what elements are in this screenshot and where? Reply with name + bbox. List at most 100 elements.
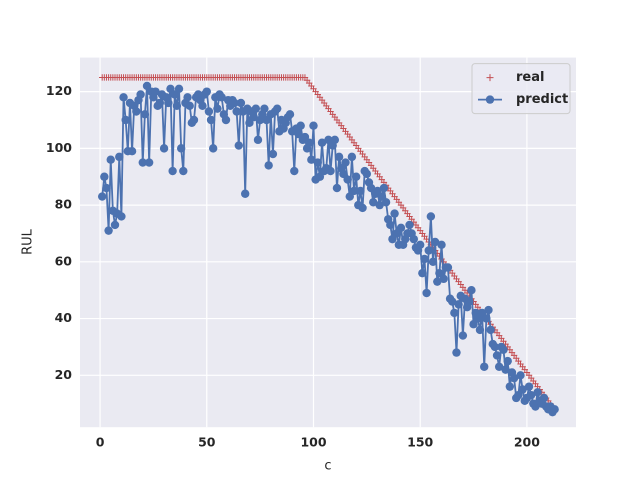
point	[115, 152, 124, 162]
point	[330, 135, 340, 145]
point	[439, 274, 448, 284]
point	[518, 385, 527, 394]
point	[475, 325, 485, 335]
y-tick-label: 80	[55, 197, 73, 212]
point	[213, 104, 222, 113]
point	[309, 121, 318, 130]
x-axis-label: c	[324, 459, 331, 474]
point	[268, 149, 278, 159]
point	[550, 405, 559, 414]
point	[347, 152, 357, 162]
point	[526, 390, 536, 400]
x-tick-label: 50	[198, 435, 216, 450]
y-tick-label: 20	[55, 367, 73, 382]
point	[358, 203, 367, 213]
point	[260, 104, 269, 113]
point	[465, 297, 474, 306]
point	[138, 158, 147, 167]
point	[484, 305, 493, 315]
point	[458, 331, 468, 340]
x-tick-label: 0	[96, 435, 105, 450]
point	[230, 98, 239, 108]
point	[296, 121, 305, 130]
point	[362, 169, 372, 179]
point	[409, 234, 418, 244]
point	[290, 166, 299, 176]
point	[253, 135, 263, 145]
point	[369, 198, 378, 207]
point	[221, 115, 231, 125]
point	[159, 144, 169, 153]
point	[433, 277, 442, 286]
point	[381, 198, 391, 207]
point	[343, 175, 352, 184]
point	[450, 308, 459, 318]
y-tick-label: 100	[46, 140, 72, 155]
point	[418, 268, 427, 278]
point	[356, 186, 365, 196]
legend-label: predict	[516, 92, 568, 107]
point	[420, 254, 429, 264]
point	[305, 138, 314, 147]
point	[155, 98, 165, 108]
point	[499, 345, 508, 354]
x-tick-label: 100	[300, 435, 326, 450]
point	[206, 115, 216, 125]
point	[119, 93, 128, 102]
point	[140, 110, 150, 119]
point	[236, 98, 246, 108]
point	[97, 192, 107, 201]
point	[386, 220, 395, 230]
point	[505, 382, 515, 391]
point	[452, 348, 461, 357]
point	[437, 240, 446, 250]
point	[482, 314, 491, 323]
point	[524, 382, 534, 391]
point	[102, 183, 111, 193]
point	[127, 147, 137, 156]
point	[198, 101, 207, 111]
point	[217, 93, 226, 102]
point	[234, 141, 243, 150]
legend-marker	[486, 74, 494, 82]
point	[448, 297, 457, 306]
point	[317, 138, 327, 147]
point	[204, 107, 214, 116]
point	[151, 87, 160, 96]
point	[349, 186, 359, 196]
point	[494, 362, 504, 371]
point	[351, 172, 361, 181]
point	[121, 115, 130, 125]
point	[264, 161, 273, 170]
point	[375, 200, 384, 210]
point	[443, 263, 453, 272]
y-axis-label: RUL	[21, 228, 36, 255]
point	[189, 115, 199, 125]
x-tick-label: 150	[407, 435, 433, 450]
point	[516, 371, 525, 380]
point	[232, 107, 241, 116]
point	[183, 93, 192, 102]
point	[396, 223, 406, 232]
y-tick-label: 60	[55, 253, 73, 268]
point	[106, 155, 115, 164]
point	[172, 101, 182, 111]
point	[202, 87, 211, 96]
point	[168, 166, 177, 176]
point	[390, 209, 399, 218]
point	[379, 183, 389, 193]
point	[492, 351, 502, 360]
point	[208, 144, 218, 153]
point	[539, 393, 549, 403]
point	[110, 220, 120, 230]
point	[415, 240, 425, 250]
point	[144, 158, 154, 167]
point	[490, 342, 500, 352]
point	[164, 98, 173, 108]
legend-marker	[485, 95, 495, 104]
point	[176, 144, 186, 153]
y-tick-label: 120	[46, 83, 72, 98]
point	[480, 362, 489, 371]
x-tick-label: 200	[514, 435, 540, 450]
